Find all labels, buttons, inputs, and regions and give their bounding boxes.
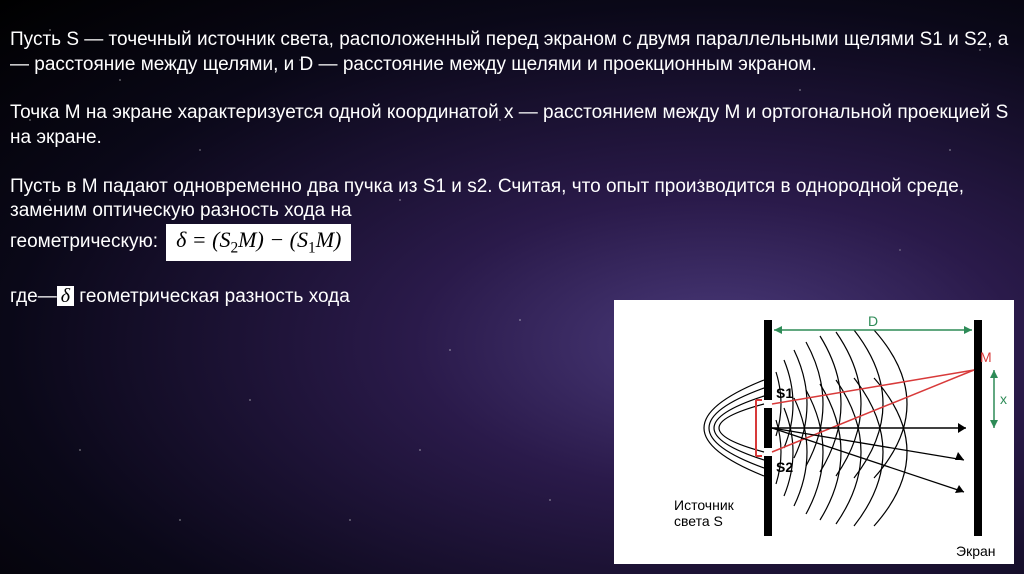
paragraph-3-line2: геометрическую: bbox=[10, 230, 158, 255]
slide-content: Пусть S — точечный источник света, распо… bbox=[0, 0, 1024, 343]
delta-symbol-box: δ bbox=[57, 286, 74, 306]
label-source-1: Источник bbox=[674, 497, 735, 513]
paragraph-2: Точка M на экране характеризуется одной … bbox=[10, 101, 1014, 150]
paragraph-1: Пусть S — точечный источник света, распо… bbox=[10, 28, 1014, 77]
label-source-2: света S bbox=[674, 513, 723, 529]
label-d: D bbox=[868, 313, 878, 329]
paragraph-3-line1: Пусть в M падают одновременно два пучка … bbox=[10, 175, 1014, 224]
label-m: M bbox=[980, 349, 992, 365]
paragraph-3: Пусть в M падают одновременно два пучка … bbox=[10, 175, 1014, 261]
formula-line: геометрическую: δ = (S2M) − (S1M) bbox=[10, 224, 1014, 260]
double-slit-diagram: Источник света S S1 S2 M D x Экран bbox=[614, 300, 1014, 564]
label-s1: S1 bbox=[776, 385, 793, 401]
label-screen: Экран bbox=[956, 543, 996, 559]
formula-box: δ = (S2M) − (S1M) bbox=[166, 224, 351, 260]
label-s2: S2 bbox=[776, 459, 793, 475]
label-x: x bbox=[1000, 391, 1007, 407]
